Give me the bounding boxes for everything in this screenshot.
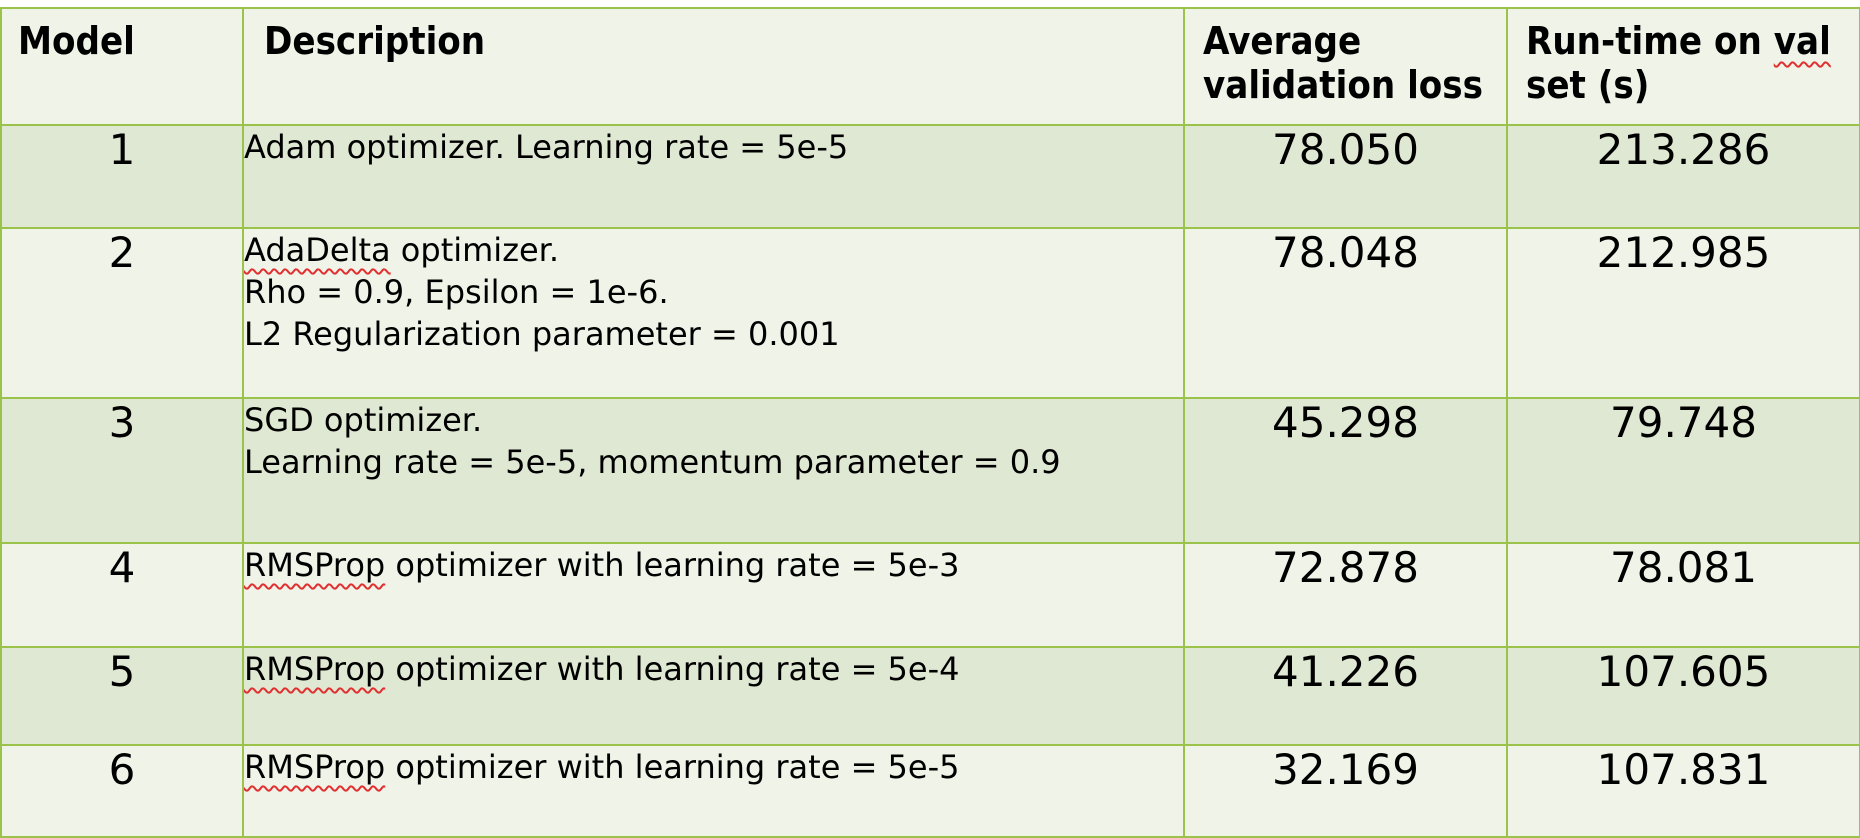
description-line-1: SGD optimizer. <box>244 399 1183 441</box>
header-time-line1-b: val <box>1773 19 1831 63</box>
results-table: Model Description Average validation los… <box>0 7 1860 838</box>
cell-average-validation-loss: 78.048 <box>1183 227 1508 399</box>
spellcheck-flagged-word: AdaDelta <box>244 231 391 269</box>
header-description: Description <box>242 7 1185 126</box>
description-line-1-text: SGD optimizer. <box>244 401 483 439</box>
description-line-2: Learning rate = 5e-5, momentum parameter… <box>244 443 1061 481</box>
cell-description: RMSProp optimizer with learning rate = 5… <box>242 542 1185 648</box>
cell-model: 3 <box>0 397 244 544</box>
header-time-line1: Run-time on val <box>1526 19 1831 63</box>
cell-description: AdaDelta optimizer. Rho = 0.9, Epsilon = … <box>242 227 1185 399</box>
cell-model: 6 <box>0 744 244 838</box>
table-row: 2 AdaDelta optimizer. Rho = 0.9, Epsilon =… <box>0 227 1860 399</box>
description-line-1: Adam optimizer. Learning rate = 5e-5 <box>244 126 1183 168</box>
spellcheck-flagged-word: RMSProp <box>244 650 386 688</box>
description-line-1-text: optimizer. <box>390 231 560 269</box>
cell-model: 4 <box>0 542 244 648</box>
cell-description: RMSProp optimizer with learning rate = 5… <box>242 646 1185 746</box>
table-row: 1 Adam optimizer. Learning rate = 5e-5 78.… <box>0 124 1860 229</box>
table-header-row: Model Description Average validation los… <box>0 7 1860 126</box>
cell-run-time: 79.748 <box>1506 397 1860 544</box>
spellcheck-flagged-word: RMSProp <box>244 546 386 584</box>
table-row: 4 RMSProp optimizer with learning rate = … <box>0 542 1860 648</box>
header-run-time: Run-time on val set (s) <box>1506 7 1860 126</box>
description-line-3: L2 Regularization parameter = 0.001 <box>244 315 840 353</box>
cell-average-validation-loss: 45.298 <box>1183 397 1508 544</box>
cell-average-validation-loss: 78.050 <box>1183 124 1508 229</box>
cell-model: 1 <box>0 124 244 229</box>
header-description-label: Description <box>264 19 486 63</box>
cell-average-validation-loss: 72.878 <box>1183 542 1508 648</box>
description-line-2: Rho = 0.9, Epsilon = 1e-6. <box>244 273 669 311</box>
description-line-1: AdaDelta optimizer. <box>244 229 1183 271</box>
header-loss-line2: validation loss <box>1203 63 1483 107</box>
table-row: 5 RMSProp optimizer with learning rate = … <box>0 646 1860 746</box>
description-line-1-text: Adam optimizer. Learning rate = 5e-5 <box>244 128 849 166</box>
cell-description: SGD optimizer. Learning rate = 5e-5, mome… <box>242 397 1185 544</box>
header-model-label: Model <box>18 19 135 63</box>
description-line-1: RMSProp optimizer with learning rate = 5… <box>244 648 1183 690</box>
cell-run-time: 107.605 <box>1506 646 1860 746</box>
description-line-1-text: optimizer with learning rate = 5e-5 <box>385 748 960 786</box>
cell-run-time: 107.831 <box>1506 744 1860 838</box>
cell-run-time: 78.081 <box>1506 542 1860 648</box>
table-row: 3 SGD optimizer. Learning rate = 5e-5, mom… <box>0 397 1860 544</box>
header-average-validation-loss: Average validation loss <box>1183 7 1508 126</box>
header-time-line1-a: Run-time on <box>1526 19 1774 63</box>
table-row: 6 RMSProp optimizer with learning rate = … <box>0 744 1860 838</box>
header-time-line2: set (s) <box>1526 63 1650 107</box>
cell-average-validation-loss: 41.226 <box>1183 646 1508 746</box>
description-line-1: RMSProp optimizer with learning rate = 5… <box>244 544 1183 586</box>
cell-average-validation-loss: 32.169 <box>1183 744 1508 838</box>
cell-model: 5 <box>0 646 244 746</box>
description-line-1-text: optimizer with learning rate = 5e-4 <box>385 650 960 688</box>
cell-run-time: 213.286 <box>1506 124 1860 229</box>
cell-description: Adam optimizer. Learning rate = 5e-5 <box>242 124 1185 229</box>
header-loss-line1: Average <box>1203 19 1362 63</box>
description-line-1-text: optimizer with learning rate = 5e-3 <box>385 546 960 584</box>
cell-description: RMSProp optimizer with learning rate = 5… <box>242 744 1185 838</box>
cell-run-time: 212.985 <box>1506 227 1860 399</box>
cell-model: 2 <box>0 227 244 399</box>
description-line-1: RMSProp optimizer with learning rate = 5… <box>244 746 1183 788</box>
spellcheck-flagged-word: RMSProp <box>244 748 386 786</box>
header-model: Model <box>0 7 244 126</box>
